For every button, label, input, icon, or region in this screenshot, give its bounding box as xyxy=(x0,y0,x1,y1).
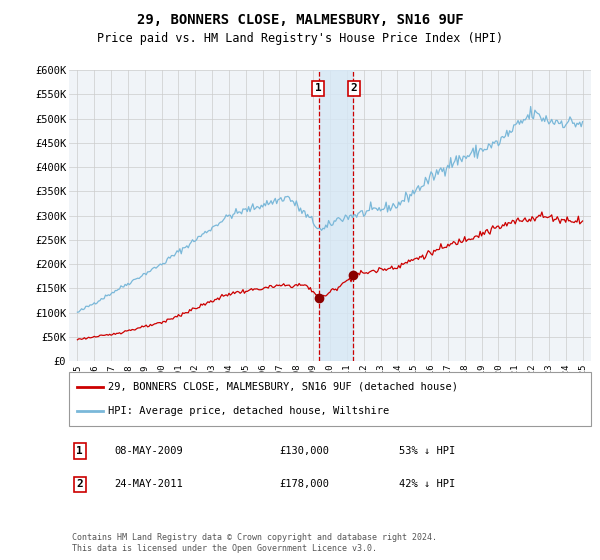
Text: 08-MAY-2009: 08-MAY-2009 xyxy=(114,446,183,456)
Text: 53% ↓ HPI: 53% ↓ HPI xyxy=(399,446,455,456)
Text: Price paid vs. HM Land Registry's House Price Index (HPI): Price paid vs. HM Land Registry's House … xyxy=(97,31,503,45)
Text: 1: 1 xyxy=(76,446,83,456)
Text: Contains HM Land Registry data © Crown copyright and database right 2024.
This d: Contains HM Land Registry data © Crown c… xyxy=(72,533,437,553)
Text: £178,000: £178,000 xyxy=(279,479,329,489)
FancyBboxPatch shape xyxy=(69,372,591,426)
Text: HPI: Average price, detached house, Wiltshire: HPI: Average price, detached house, Wilt… xyxy=(108,406,389,416)
Bar xyxy=(319,70,353,361)
Text: 42% ↓ HPI: 42% ↓ HPI xyxy=(399,479,455,489)
Text: 1: 1 xyxy=(315,83,322,94)
Text: £130,000: £130,000 xyxy=(279,446,329,456)
Text: 2: 2 xyxy=(351,83,358,94)
Text: 24-MAY-2011: 24-MAY-2011 xyxy=(114,479,183,489)
Text: 2: 2 xyxy=(76,479,83,489)
Text: 29, BONNERS CLOSE, MALMESBURY, SN16 9UF (detached house): 29, BONNERS CLOSE, MALMESBURY, SN16 9UF … xyxy=(108,382,458,392)
Text: 29, BONNERS CLOSE, MALMESBURY, SN16 9UF: 29, BONNERS CLOSE, MALMESBURY, SN16 9UF xyxy=(137,13,463,27)
